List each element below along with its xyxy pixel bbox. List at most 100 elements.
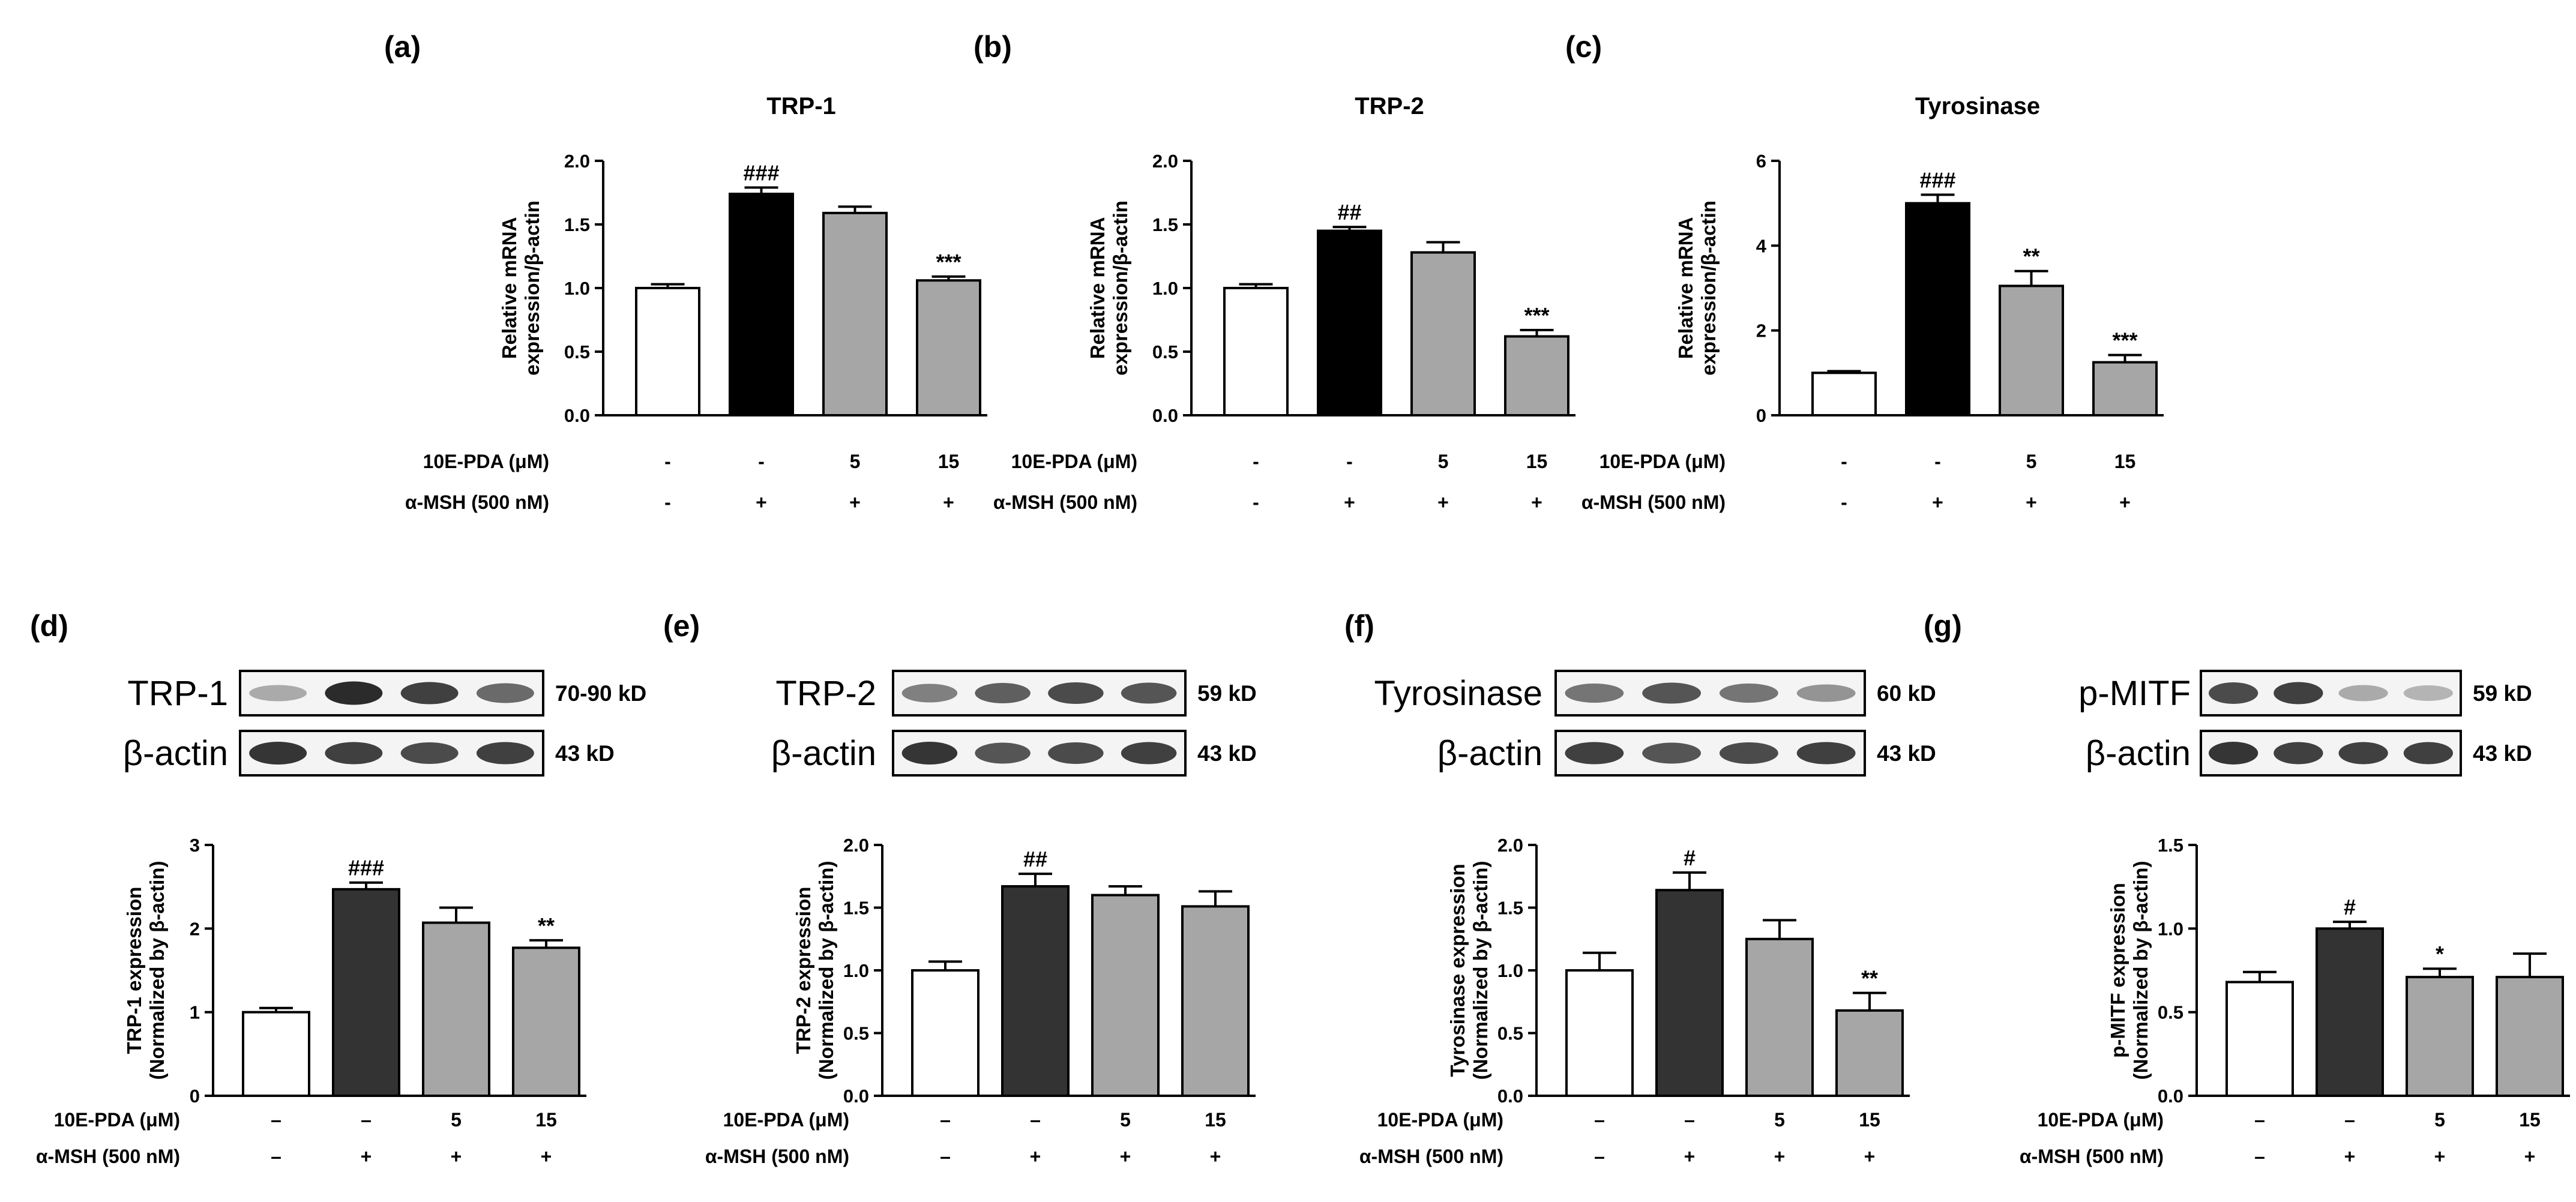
blot-protein-label: β-actin: [2086, 734, 2191, 773]
blot-band: [249, 742, 307, 765]
bar: [1317, 229, 1382, 416]
pda-value: –: [361, 1109, 372, 1131]
msh-value: +: [2119, 491, 2131, 513]
msh-value: +: [849, 491, 861, 513]
y-tick-label: 0.5: [1497, 1023, 1523, 1044]
significance-label: ***: [936, 250, 961, 274]
bar: [2406, 976, 2474, 1097]
y-tick-label: 1.0: [564, 278, 590, 299]
bar: [1999, 284, 2064, 417]
y-axis-label: Tyrosinase expression(Normalized by β-ac…: [1446, 861, 1491, 1080]
y-axis-label: p-MITF expression(Normalized by β-actin): [2107, 861, 2152, 1080]
blot-band: [400, 682, 459, 705]
significance-label: ***: [2112, 328, 2137, 353]
blot-size-label: 59 kD: [2473, 681, 2532, 706]
y-axis-label-line: expression/β-actin: [1109, 200, 1131, 376]
panel-label: (c): [1565, 30, 1602, 64]
y-tick-label: 2.0: [843, 835, 869, 856]
y-tick-label: 3: [190, 835, 200, 856]
pda-value: 5: [850, 451, 861, 472]
blot-band: [2274, 682, 2323, 705]
bar: [2496, 976, 2564, 1097]
pda-value: 15: [1859, 1109, 1880, 1131]
y-axis-label-line: TRP-2 expression: [792, 887, 814, 1054]
y-axis-label: Relative mRNAexpression/β-actin: [1675, 200, 1720, 376]
bar: [1811, 371, 1877, 416]
blot-band: [975, 683, 1031, 703]
y-tick-label: 0.5: [564, 341, 590, 362]
msh-value: +: [1932, 491, 1943, 513]
significance-label: ##: [1337, 200, 1361, 224]
western-blot-d: TRP-1 70-90 kD β-actin 43 kD: [123, 670, 646, 777]
pda-value: –: [1684, 1109, 1695, 1131]
y-tick-label: 0.0: [1497, 1086, 1523, 1107]
chart-g: 0.0 0.5 1.0 1.5 p-MITF expression(Normalized…: [2020, 835, 2570, 1167]
y-axis-label-line: (Normalized by β-actin): [146, 861, 168, 1080]
significance-label: ###: [348, 856, 384, 880]
significance-label: ###: [743, 161, 779, 185]
blot-size-label: 43 kD: [1877, 741, 1936, 766]
blot-band: [1719, 684, 1778, 703]
pda-value: –: [2344, 1109, 2355, 1131]
msh-value: +: [1210, 1146, 1221, 1167]
y-tick-label: 0: [190, 1086, 200, 1107]
y-axis-label: TRP-1 expression(Normalized by β-actin): [123, 861, 168, 1080]
blot-band: [1642, 682, 1702, 704]
blot-size-label: 70-90 kD: [555, 681, 646, 706]
blot-size-label: 43 kD: [2473, 741, 2532, 766]
pda-value: –: [1594, 1109, 1605, 1131]
y-tick-label: 1.0: [1152, 278, 1178, 299]
chart-e: 0.0 0.5 1.0 1.5 2.0 TRP-2 expression(Normaliz…: [705, 835, 1256, 1167]
y-tick-label: 1.5: [1497, 898, 1523, 919]
blot-protein-label: TRP-1: [127, 674, 228, 713]
blot-band: [249, 685, 307, 702]
msh-value: -: [1253, 491, 1259, 513]
msh-value: -: [664, 491, 671, 513]
y-axis-label-line: (Normalized by β-actin): [815, 861, 837, 1080]
western-blot-g: p-MITF 59 kD β-actin 43 kD: [2078, 670, 2532, 777]
pda-value: -: [1346, 451, 1353, 472]
y-axis-label-line: Relative mRNA: [498, 217, 520, 359]
blot-band: [2338, 742, 2388, 765]
bar: [729, 193, 794, 416]
pda-row-label: 10E-PDA (μM): [723, 1109, 849, 1131]
bar: [1410, 251, 1476, 416]
panel-label: (d): [30, 609, 68, 643]
y-axis-label-line: (Normalized by β-actin): [1469, 861, 1491, 1080]
y-axis-label: Relative mRNAexpression/β-actin: [1086, 200, 1131, 376]
blot-band: [1719, 742, 1778, 764]
pda-value: 5: [2026, 451, 2037, 472]
pda-value: 5: [1774, 1109, 1785, 1131]
bar: [1655, 889, 1724, 1097]
chart-b: 0.0 0.5 1.0 1.5 2.0 Relative mRNAexpression/β…: [993, 93, 1575, 513]
y-axis-label: Relative mRNAexpression/β-actin: [498, 200, 543, 376]
msh-value: +: [1684, 1146, 1696, 1167]
blot-band: [1796, 742, 1856, 765]
pda-value: 15: [1526, 451, 1548, 472]
msh-value: +: [1437, 491, 1449, 513]
y-tick-label: 0.0: [1152, 405, 1178, 426]
bar: [635, 287, 700, 416]
y-axis-label-line: expression/β-actin: [521, 200, 543, 376]
pda-row-label: 10E-PDA (μM): [2038, 1109, 2164, 1131]
bar: [512, 946, 580, 1097]
pda-value: 5: [451, 1109, 462, 1131]
y-tick-label: 0.5: [2158, 1002, 2183, 1023]
y-axis-label-line: Relative mRNA: [1675, 217, 1697, 359]
msh-value: –: [271, 1146, 281, 1167]
chart-f: 0.0 0.5 1.0 1.5 2.0 Tyrosinase expression(Nor…: [1359, 835, 1910, 1167]
significance-label: #: [1684, 846, 1696, 870]
blot-band: [1048, 742, 1104, 764]
blot-band: [2208, 742, 2259, 765]
y-tick-label: 2: [1756, 320, 1766, 341]
msh-value: +: [361, 1146, 372, 1167]
msh-row-label: α-MSH (500 nM): [705, 1146, 849, 1167]
blot-band: [1121, 742, 1177, 765]
msh-value: -: [1841, 491, 1847, 513]
msh-value: +: [756, 491, 767, 513]
msh-value: +: [1774, 1146, 1786, 1167]
chart-title: TRP-2: [1355, 93, 1424, 119]
y-tick-label: 0: [1756, 405, 1766, 426]
msh-row-label: α-MSH (500 nM): [2020, 1146, 2164, 1167]
msh-row-label: α-MSH (500 nM): [1581, 491, 1726, 513]
